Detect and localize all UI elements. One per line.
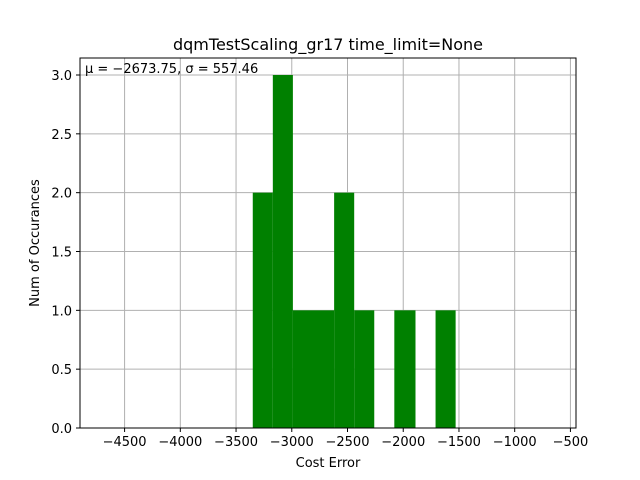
y-tick-label: 1.0 (51, 304, 72, 319)
x-tick-label: −4000 (158, 435, 202, 450)
x-tick-label: −3500 (214, 435, 258, 450)
x-tick-label: −500 (553, 435, 589, 450)
histogram-bar (435, 310, 456, 428)
plot-frame (79, 57, 577, 429)
histogram-bar (292, 310, 335, 428)
histogram-bar (272, 75, 293, 428)
y-tick-label: 1.5 (51, 246, 72, 261)
y-tick-label: 2.5 (51, 128, 72, 143)
axis-ticks: −4500 −4000 −3500 −3000 −2500 −2000 −1500 −1000… (51, 69, 588, 450)
x-tick-label: −1500 (437, 435, 481, 450)
histogram-bar (394, 310, 416, 428)
y-tick-label: 3.0 (51, 69, 72, 84)
y-tick-label: 0.5 (51, 363, 72, 378)
chart-title: dqmTestScaling_gr17 time_limit=None (173, 35, 483, 55)
y-axis-title: Num of Occurances (28, 179, 43, 307)
stats-annotation: μ = −2673.75, σ = 557.46 (85, 62, 258, 77)
x-tick-label: −4500 (103, 435, 147, 450)
y-tick-label: 0.0 (51, 422, 72, 437)
y-tick-label: 2.0 (51, 187, 72, 202)
histogram-bar (354, 310, 375, 428)
x-tick-label: −1000 (493, 435, 537, 450)
x-tick-label: −3000 (270, 435, 314, 450)
x-tick-label: −2500 (326, 435, 370, 450)
x-tick-label: −2000 (381, 435, 425, 450)
histogram-bar (334, 192, 355, 428)
histogram-bar (252, 192, 273, 428)
x-axis-title: Cost Error (296, 456, 361, 471)
histogram-bars (252, 75, 456, 428)
